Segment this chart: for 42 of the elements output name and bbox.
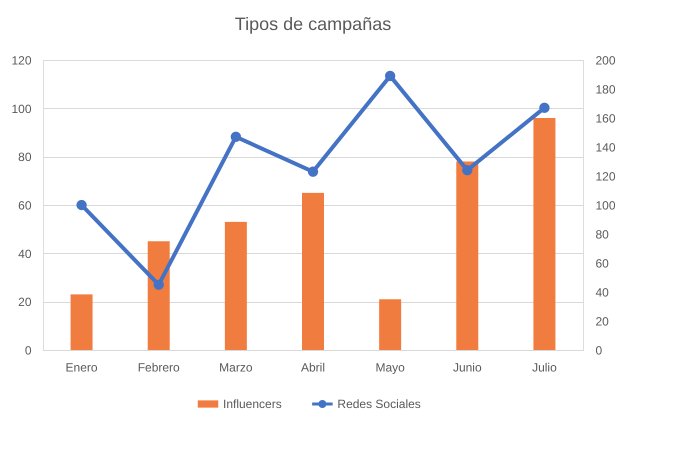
y-tick-label: 20 <box>18 295 32 310</box>
x-tick-label: Enero <box>66 360 98 374</box>
point <box>539 102 550 114</box>
bar <box>456 162 478 350</box>
x-tick-label: Abril <box>300 360 326 374</box>
y-tick-label: 80 <box>18 150 32 164</box>
y-tick-label: 100 <box>11 102 32 116</box>
y-tick-label: 0 <box>24 344 32 358</box>
legend-label: Redes Sociales <box>337 397 421 411</box>
x-tick-label: Mayo <box>375 360 406 374</box>
y2-tick-label: 60 <box>596 256 610 270</box>
point <box>76 200 87 210</box>
y2-tick-label: 80 <box>596 228 610 242</box>
bar <box>224 222 247 350</box>
y2-tick-label: 120 <box>596 170 616 184</box>
bar <box>70 294 93 350</box>
point <box>230 132 242 142</box>
y2-tick-label: 160 <box>596 112 616 126</box>
bar <box>302 192 324 350</box>
y2-tick-label: 40 <box>596 286 610 300</box>
x-tick-label: Junio <box>452 360 482 374</box>
y2-tick-label: 100 <box>596 198 616 212</box>
y-tick-label: 40 <box>18 246 32 261</box>
point <box>462 165 472 176</box>
y2-tick-label: 20 <box>596 314 610 328</box>
y2-tick-label: 0 <box>596 344 602 358</box>
point <box>308 166 318 177</box>
y2-tick-label: 200 <box>596 54 616 68</box>
x-tick-label: Julio <box>532 360 558 374</box>
bar <box>148 241 170 350</box>
bar <box>379 299 402 350</box>
point <box>384 70 396 82</box>
y-tick-label: 60 <box>18 198 32 212</box>
point <box>154 280 164 290</box>
y2-tick-label: 180 <box>596 82 616 96</box>
y-tick-label: 120 <box>11 54 32 68</box>
y2-tick-label: 140 <box>596 140 616 154</box>
x-tick-label: Febrero <box>138 360 180 374</box>
legend-label: Influencers <box>223 397 282 411</box>
bar <box>533 118 556 350</box>
chart-title: Tipos de campañas <box>234 14 392 34</box>
x-tick-label: Marzo <box>219 360 253 374</box>
